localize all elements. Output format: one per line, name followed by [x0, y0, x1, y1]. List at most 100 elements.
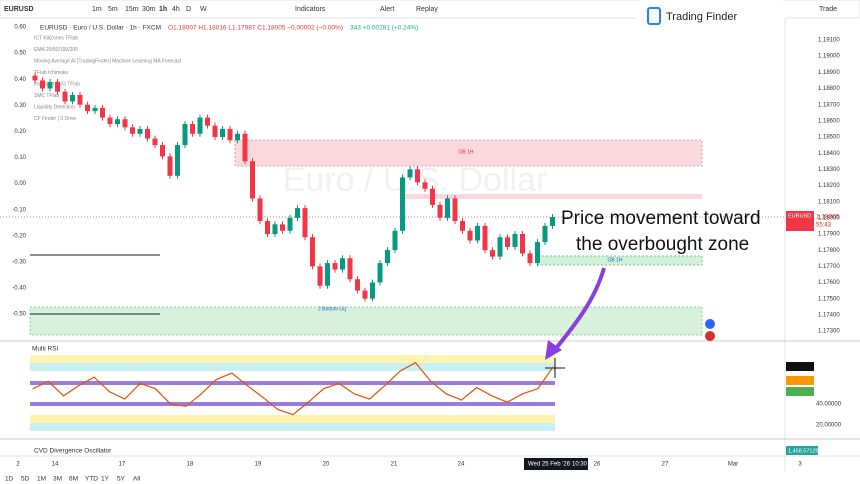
rsi-band	[30, 423, 555, 431]
candle-body	[272, 224, 278, 234]
annotation-line: Price movement toward	[561, 208, 761, 229]
legend-volume: 343 +0.00281 (+0.24%)	[350, 25, 418, 32]
alert-icon[interactable]	[705, 331, 715, 341]
candle-body	[475, 225, 480, 241]
rsi-level-label: 40.00000	[816, 402, 842, 408]
price-axis-label: 1.19000	[818, 54, 840, 60]
rsi-band	[30, 363, 555, 371]
left-axis-label: 0.00	[14, 181, 26, 187]
time-axis-label: 26	[594, 462, 601, 468]
study-label[interactable]: EMA 20/50/100/200	[34, 47, 78, 53]
candle-body	[197, 117, 203, 134]
left-axis-label: 0.10	[14, 155, 26, 161]
study-label[interactable]: Liquidity Detection	[34, 104, 75, 110]
timeframe-button[interactable]: 1m	[92, 6, 102, 13]
study-label[interactable]: SMC TFlab	[34, 93, 59, 99]
price-axis-label: 1.17600	[818, 280, 840, 286]
candle-body	[467, 230, 473, 241]
fvg-zone	[400, 194, 702, 199]
timeframe-button[interactable]: W	[200, 6, 207, 13]
alert-icon[interactable]	[705, 319, 715, 329]
candle-body	[535, 242, 540, 264]
range-button[interactable]: 1M	[37, 476, 46, 483]
candle-body	[497, 237, 503, 257]
candle-body	[407, 169, 413, 178]
symbol[interactable]: EURUSD	[4, 6, 34, 13]
price-axis-label: 1.18600	[818, 118, 840, 124]
indicators-button[interactable]: Indicators	[295, 6, 326, 13]
timeframe-button[interactable]: 5m	[108, 6, 118, 13]
time-axis-label: 20	[323, 462, 330, 468]
study-label[interactable]: TFlab Ichimoku	[34, 70, 68, 76]
candle-body	[505, 237, 510, 247]
rsi-tag-bg	[786, 362, 814, 371]
candle-body	[227, 128, 233, 141]
annotation-arrow	[551, 267, 606, 354]
price-axis-label: 1.17900	[818, 232, 840, 238]
trade-button[interactable]: Trade	[819, 6, 837, 13]
range-button[interactable]: 5Y	[117, 476, 126, 483]
left-axis-label: 0.60	[14, 25, 26, 31]
range-button[interactable]: 5D	[21, 476, 30, 483]
study-label[interactable]: Moving Average AI [TradingFinder] Machin…	[34, 58, 182, 64]
candle-body	[107, 117, 113, 125]
rsi-level-label: 52.56850	[816, 389, 842, 395]
price-axis-label: 1.18900	[818, 70, 840, 76]
price-axis-label: 1.18500	[818, 135, 840, 141]
candle-body	[55, 82, 60, 92]
time-cursor-bg	[524, 458, 588, 470]
candle-body	[400, 177, 405, 231]
candle-body	[415, 169, 420, 183]
candle-body	[152, 138, 158, 146]
candle-body	[550, 217, 555, 226]
candle-body	[160, 145, 165, 157]
price-axis-label: 1.17500	[818, 296, 840, 302]
replay-button[interactable]: Replay	[416, 6, 438, 13]
range-button[interactable]: 3M	[53, 476, 62, 483]
left-axis-label: 0.30	[14, 103, 26, 109]
legend-title: EURUSD · Euro / U.S. Dollar · 1h · FXCM	[40, 25, 161, 32]
timeframe-button[interactable]: 15m	[125, 6, 139, 13]
brand-icon	[647, 7, 661, 25]
price-tag-symbol: EURUSD	[788, 213, 811, 219]
timeframe-button[interactable]: 4h	[172, 6, 180, 13]
price-axis-label: 1.17300	[818, 329, 840, 335]
candle-body	[235, 133, 240, 141]
rsi-level	[30, 381, 555, 385]
time-axis-label: 19	[255, 462, 262, 468]
range-button[interactable]: 1D	[5, 476, 14, 483]
legend-ohlc: O1.18007 H1.18016 L1.17987 C1.18005 −0.0…	[168, 25, 343, 32]
rsi-level	[30, 402, 555, 406]
price-axis-label: 1.17400	[818, 312, 840, 318]
price-axis-label: 1.17700	[818, 264, 840, 270]
range-button[interactable]: 6M	[69, 476, 78, 483]
candle-body	[47, 82, 53, 89]
zone-label: OB 1H	[458, 149, 473, 155]
time-axis-label: 2	[16, 462, 20, 468]
study-label[interactable]: CF Finder | 3 Drive	[34, 116, 76, 122]
candle-body	[460, 221, 465, 231]
candle-body	[295, 208, 300, 218]
time-axis-label: Mar	[728, 462, 738, 468]
range-button[interactable]: All	[133, 476, 141, 483]
study-label[interactable]: ICT KillZones TFlab	[34, 35, 78, 41]
rsi-tag-bg	[786, 387, 814, 396]
alert-button[interactable]: Alert	[380, 6, 394, 13]
range-button[interactable]: YTD	[85, 476, 98, 483]
timeframe-button[interactable]: D	[186, 6, 191, 13]
candle-body	[287, 217, 293, 231]
time-axis-label: 21	[391, 462, 398, 468]
candle-body	[482, 225, 488, 251]
candle-body	[167, 156, 173, 176]
candle-body	[190, 124, 195, 134]
candle-body	[340, 258, 345, 270]
range-button[interactable]: 1Y	[101, 476, 110, 483]
timeframe-button[interactable]: 1h	[159, 6, 167, 13]
candle-body	[310, 237, 315, 267]
candle-body	[220, 128, 225, 137]
timeframe-button[interactable]: 30m	[142, 6, 156, 13]
candle-body	[317, 266, 323, 286]
cvd-title: CVD Divergence Oscillator	[34, 448, 112, 455]
rsi-band	[30, 415, 555, 423]
